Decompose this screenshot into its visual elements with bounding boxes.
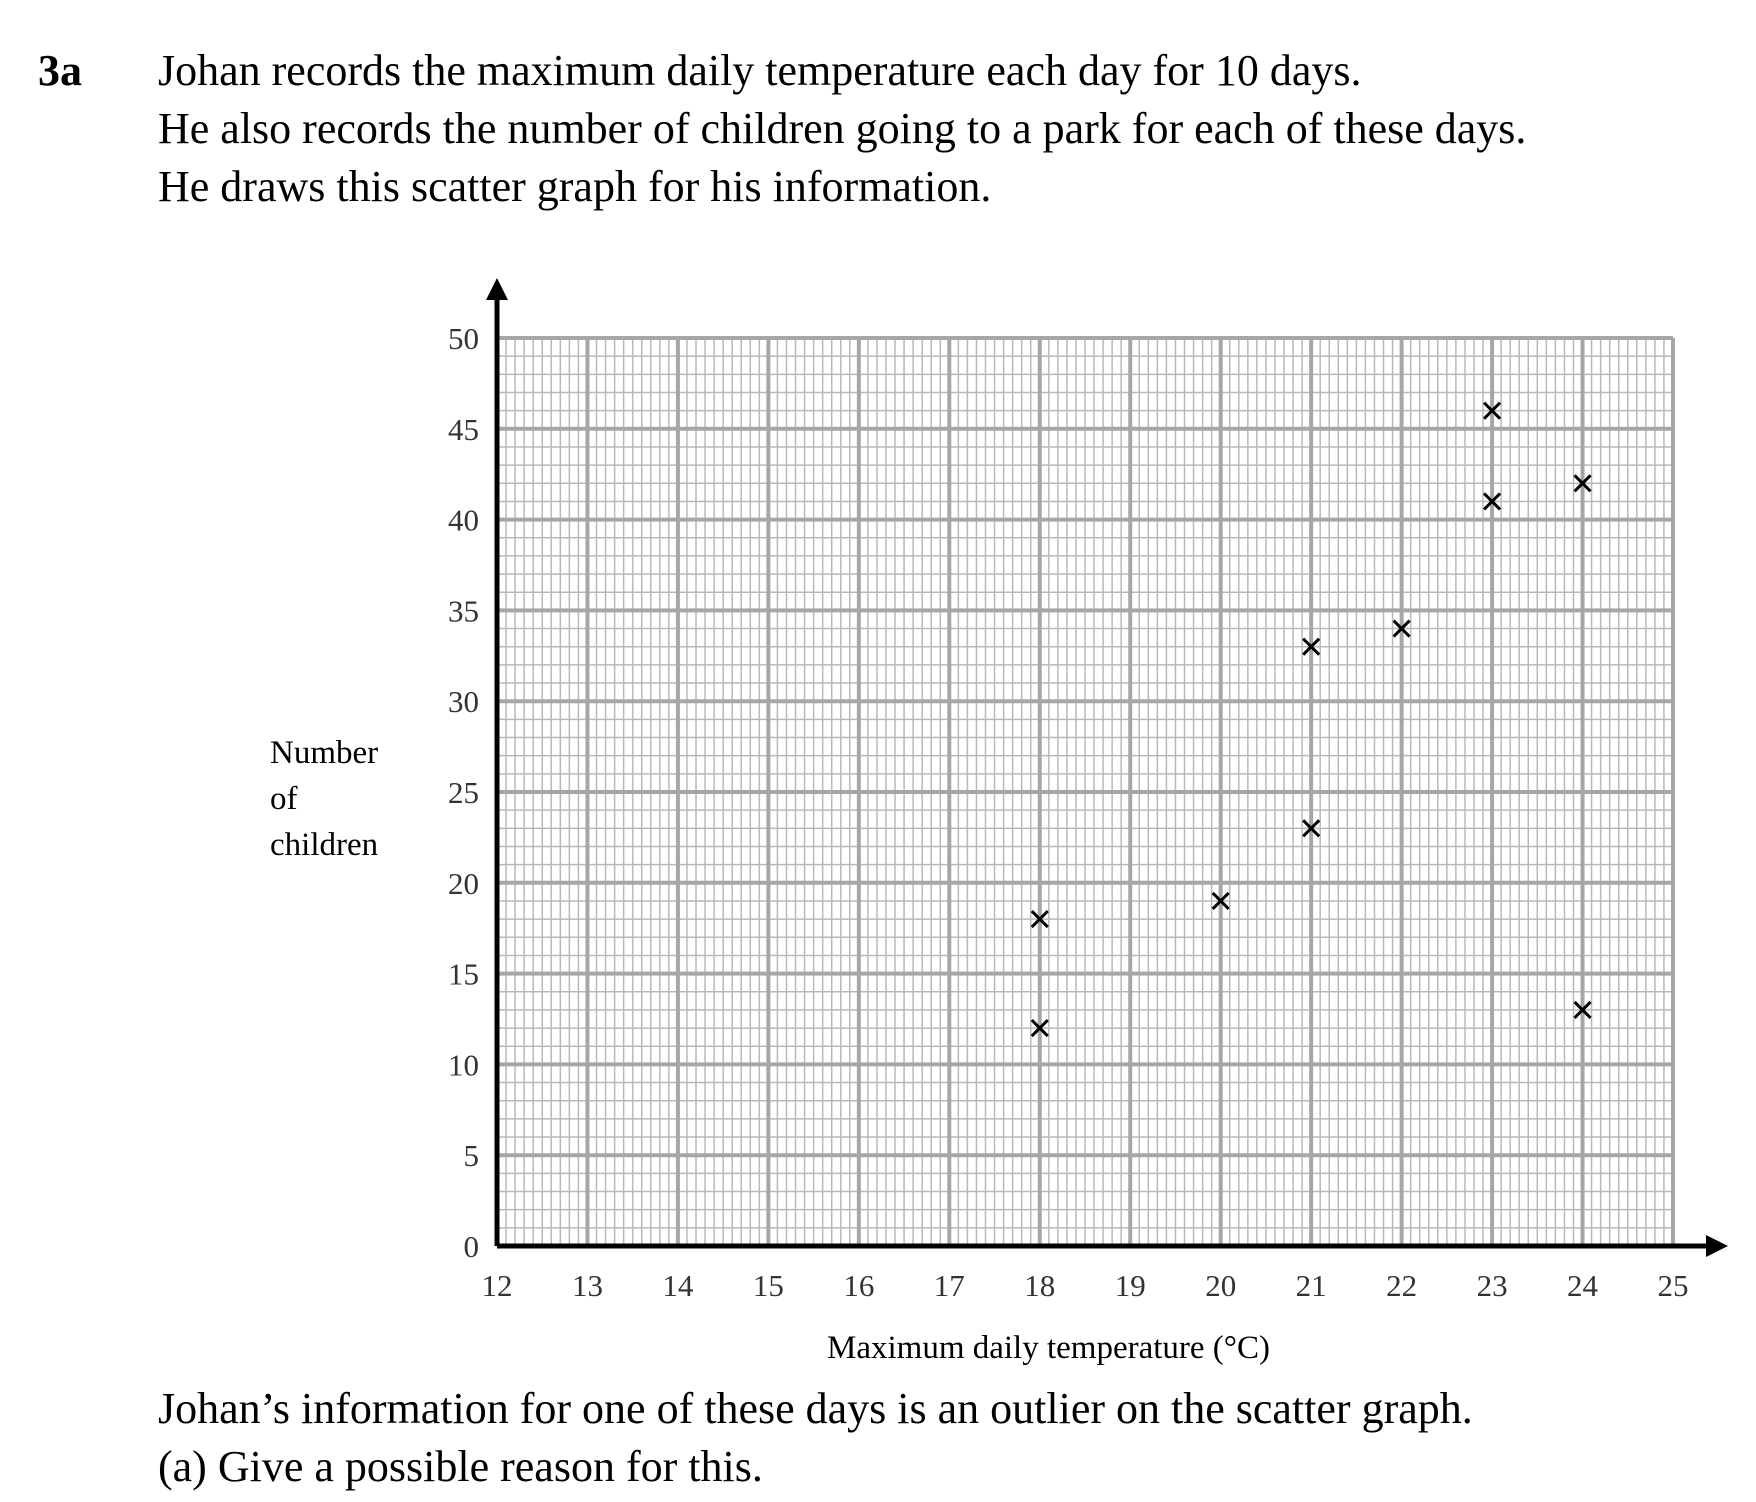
x-tick-label: 24 — [1567, 1268, 1599, 1303]
data-point-stroke — [1302, 637, 1321, 656]
data-point — [1030, 910, 1049, 929]
x-tick-label: 20 — [1205, 1268, 1236, 1303]
data-point-stroke — [1030, 1019, 1049, 1038]
data-point — [1211, 891, 1230, 911]
x-tick-label: 22 — [1386, 1268, 1417, 1303]
y-tick-label: 0 — [464, 1229, 480, 1264]
axes — [486, 278, 1728, 1257]
question-number: 3a — [38, 46, 82, 95]
intro-line-3: He draws this scatter graph for his info… — [158, 162, 992, 211]
y-axis-label-line-3: children — [270, 827, 379, 863]
y-axis-label-line-2: of — [270, 781, 298, 817]
y-axis-label: Number of children — [270, 730, 378, 868]
x-tick-label: 23 — [1477, 1268, 1508, 1303]
x-tick-label: 17 — [934, 1268, 965, 1303]
data-point — [1302, 637, 1321, 656]
data-point-stroke — [1483, 492, 1502, 511]
intro-line-1: Johan records the maximum daily temperat… — [158, 46, 1362, 95]
x-axis-label: Maximum daily temperature (°C) — [827, 1330, 1270, 1366]
y-tick-label: 30 — [448, 684, 479, 719]
x-axis-arrow — [1706, 1235, 1728, 1257]
question-intro: Johan records the maximum daily temperat… — [158, 42, 1526, 216]
y-tick-label: 50 — [448, 321, 479, 356]
x-tick-label: 12 — [482, 1268, 513, 1303]
intro-line-2: He also records the number of children g… — [158, 104, 1527, 153]
question-footer: Johan’s information for one of these day… — [158, 1380, 1473, 1496]
y-tick-label: 40 — [448, 503, 479, 538]
data-point-stroke — [1483, 401, 1502, 420]
x-tick-label: 13 — [572, 1268, 603, 1303]
y-tick-label: 35 — [448, 593, 479, 628]
x-tick-label: 18 — [1024, 1268, 1055, 1303]
x-tick-label: 25 — [1658, 1268, 1689, 1303]
y-axis-arrow — [486, 278, 508, 300]
x-tick-label: 19 — [1115, 1268, 1146, 1303]
data-point — [1483, 492, 1502, 511]
data-point-stroke — [1573, 474, 1592, 493]
data-point — [1483, 401, 1502, 420]
y-tick-label: 20 — [448, 866, 479, 901]
y-tick-label: 45 — [448, 412, 479, 447]
x-tick-label: 15 — [753, 1268, 784, 1303]
footer-line-1: Johan’s information for one of these day… — [158, 1384, 1473, 1433]
data-point-stroke — [1302, 819, 1321, 838]
data-point — [1302, 819, 1321, 838]
data-points — [1030, 401, 1592, 1038]
data-point — [1573, 474, 1592, 493]
y-tick-label: 15 — [448, 957, 479, 992]
x-tick-label: 21 — [1296, 1268, 1327, 1303]
data-point-stroke — [1573, 1000, 1592, 1019]
data-point — [1392, 619, 1411, 638]
data-point — [1030, 1019, 1049, 1038]
data-point-stroke — [1211, 891, 1230, 911]
y-tick-label: 10 — [448, 1047, 479, 1082]
y-tick-label: 5 — [464, 1138, 480, 1173]
footer-line-2: (a) Give a possible reason for this. — [158, 1442, 763, 1491]
y-tick-label: 25 — [448, 775, 479, 810]
tick-labels: 12 13 14 15 16 17 18 19 20 21 22 23 24 25 0 5 10 15 20 25 30… — [448, 321, 1689, 1303]
y-axis-label-line-1: Number — [270, 735, 379, 771]
data-point — [1573, 1000, 1592, 1019]
data-point-stroke — [1392, 619, 1411, 638]
x-tick-label: 16 — [843, 1268, 874, 1303]
data-point-stroke — [1030, 910, 1049, 929]
x-tick-label: 14 — [662, 1268, 694, 1303]
